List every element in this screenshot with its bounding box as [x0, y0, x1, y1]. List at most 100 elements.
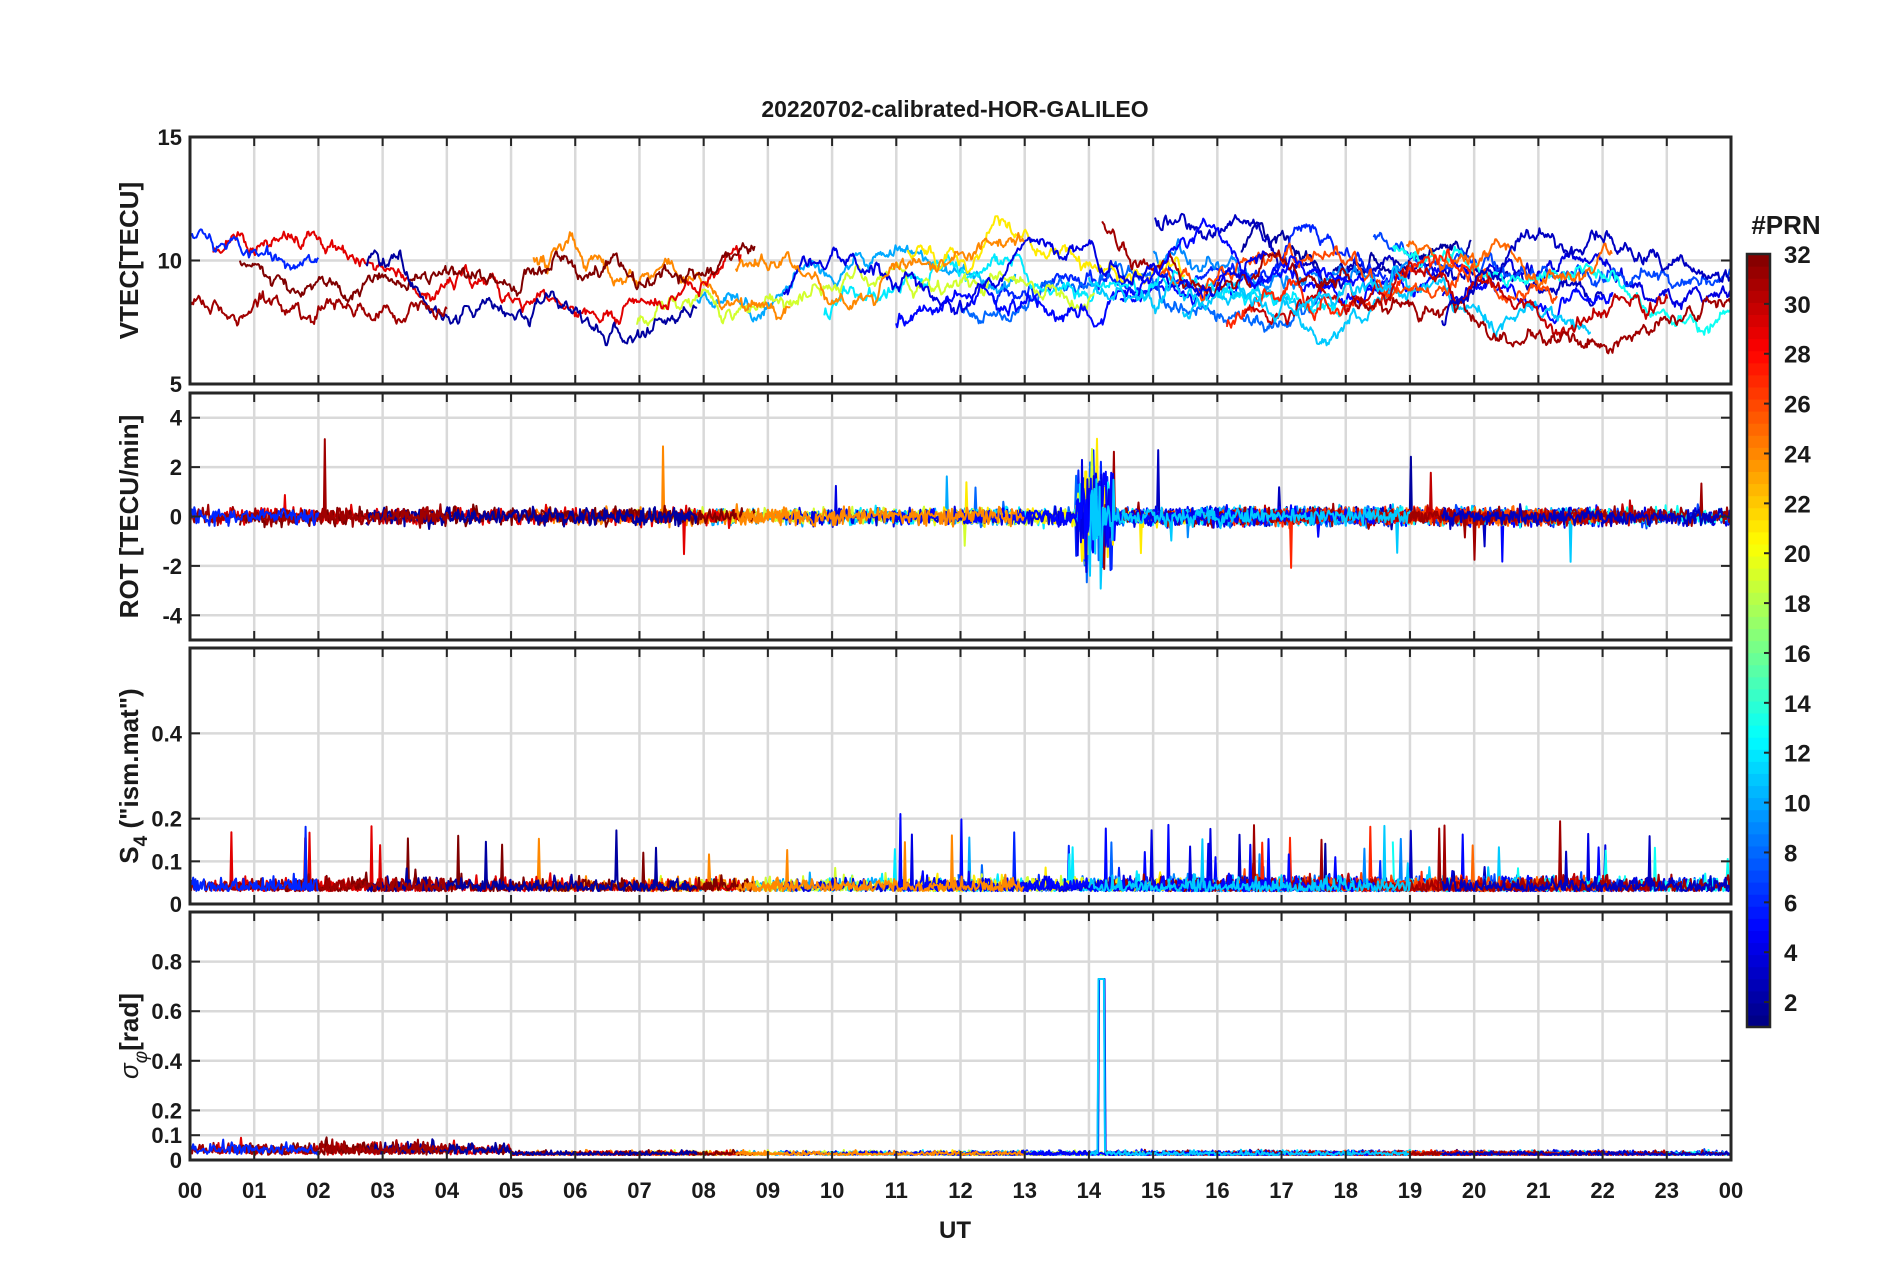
prn-trace — [782, 236, 1268, 316]
colorbar-swatch — [1747, 398, 1770, 412]
x-tick-label: 12 — [948, 1178, 972, 1203]
colorbar-swatch — [1747, 314, 1770, 328]
prn-trace — [1441, 251, 1732, 311]
prn-trace — [636, 262, 1096, 327]
prn-trace — [1441, 835, 1732, 893]
rot-ylabel: ROT [TECU/min] — [114, 415, 144, 619]
colorbar-swatch — [1747, 374, 1770, 388]
colorbar-tick-label: 8 — [1784, 840, 1797, 867]
s4-series — [189, 813, 1732, 893]
x-tick-label: 10 — [820, 1178, 844, 1203]
prn-trace — [1087, 838, 1411, 893]
colorbar-swatch — [1747, 326, 1770, 340]
prn-trace — [895, 217, 1376, 329]
colorbar-swatch — [1747, 362, 1770, 376]
colorbar-tick-label: 16 — [1784, 641, 1811, 668]
sigma-phi-ylabel-sub: φ — [131, 1051, 152, 1063]
x-tick-label: 19 — [1398, 1178, 1422, 1203]
colorbar-swatch — [1747, 712, 1770, 726]
prn-trace — [1405, 505, 1613, 528]
prn-trace — [735, 1149, 1024, 1156]
colorbar-swatch — [1747, 700, 1770, 714]
s4-ylabel-rest: ("ism.mat") — [114, 688, 144, 835]
rot-panel: 4 2 0 -2 -4 ROT [TECU/min] — [114, 391, 1733, 642]
colorbar-swatch — [1747, 495, 1770, 509]
colorbar-tick-label: 28 — [1784, 342, 1811, 369]
y-tick-label: 10 — [158, 249, 182, 274]
colorbar-tick-label: 12 — [1784, 741, 1811, 768]
colorbar-tick-label: 24 — [1784, 441, 1811, 468]
colorbar-swatch — [1747, 628, 1770, 642]
colorbar-swatch — [1747, 447, 1770, 460]
x-tick-label: 11 — [885, 1178, 908, 1203]
axes-box — [188, 646, 1733, 906]
colorbar-swatch — [1747, 423, 1770, 436]
prn-trace — [734, 503, 1025, 528]
sigma-phi-ylabel-rest: [rad] — [114, 993, 144, 1051]
colorbar-swatch — [1747, 266, 1770, 279]
prn-trace — [1087, 265, 1411, 323]
x-tick-label: 20 — [1462, 1178, 1486, 1203]
y-tick-label: 0.8 — [151, 950, 182, 975]
colorbar-swatch — [1747, 821, 1770, 835]
colorbar-swatch — [1747, 350, 1770, 364]
colorbar-swatch — [1747, 676, 1770, 690]
colorbar: 32 30 28 26 24 22 20 18 16 14 12 10 8 6 4 2 — [1745, 242, 1811, 1029]
y-tick-label: 5 — [170, 372, 182, 397]
prn-trace — [189, 228, 320, 271]
prn-trace — [189, 506, 320, 527]
prn-trace — [238, 242, 756, 303]
colorbar-swatch — [1747, 652, 1770, 666]
colorbar-swatch — [1747, 1002, 1770, 1016]
colorbar-tick-label: 4 — [1784, 940, 1798, 967]
x-axis: 00 01 02 03 04 05 06 07 08 09 10 11 12 13 14 15 16 17 18 19… — [178, 1178, 1743, 1203]
prn-trace — [1441, 503, 1732, 528]
prn-trace — [189, 825, 319, 892]
colorbar-swatch — [1747, 773, 1770, 787]
prn-trace — [189, 836, 447, 893]
y-tick-label: 0 — [170, 892, 182, 917]
s4-panel: 0.4 0.2 0.1 0 S4 ("ism.mat") — [114, 646, 1733, 917]
colorbar-swatch — [1747, 797, 1770, 811]
colorbar-swatch — [1747, 688, 1770, 702]
chart-title: 20220702-calibrated-HOR-GALILEO — [761, 96, 1148, 122]
x-axis-label: UT — [939, 1217, 971, 1244]
prn-trace — [365, 1138, 698, 1156]
colorbar-frame — [1745, 252, 1772, 1029]
x-tick-label: 08 — [691, 1178, 715, 1203]
colorbar-swatch — [1747, 302, 1770, 315]
axes-box — [188, 135, 1733, 386]
y-tick-label: -2 — [162, 554, 182, 579]
sigma-phi-ylabel: σφ[rad] — [114, 993, 152, 1079]
rot-axes: 4 2 0 -2 -4 — [162, 391, 1733, 642]
colorbar-tick-label: 32 — [1784, 242, 1811, 269]
x-tick-label: 01 — [242, 1178, 266, 1203]
colorbar-tick-label: 14 — [1784, 691, 1811, 718]
colorbar-swatch — [1747, 918, 1770, 931]
prn-trace — [823, 253, 1348, 321]
s4-axes: 0.4 0.2 0.1 0 — [151, 646, 1733, 917]
s4-ylabel-sub: 4 — [131, 835, 152, 846]
colorbar-swatch — [1747, 966, 1770, 980]
colorbar-swatch — [1747, 604, 1770, 617]
colorbar-swatch — [1747, 749, 1770, 762]
colorbar-swatch — [1747, 254, 1770, 267]
prn-trace — [212, 230, 742, 325]
colorbar-swatch — [1747, 386, 1770, 400]
colorbar-swatch — [1747, 894, 1770, 907]
prn-trace — [365, 249, 698, 347]
y-tick-label: 0.4 — [151, 1049, 182, 1074]
colorbar-swatch — [1747, 833, 1770, 847]
vtec-panel: 5 10 15 VTEC[TECU] — [114, 125, 1733, 397]
prn-trace — [1225, 248, 1472, 329]
prn-trace — [532, 231, 791, 321]
colorbar-tick-label: 2 — [1784, 990, 1797, 1017]
colorbar-swatch — [1747, 869, 1770, 883]
y-tick-label: 0 — [170, 1148, 182, 1173]
colorbar-swatch — [1747, 978, 1770, 992]
y-tick-label: -4 — [162, 603, 182, 628]
colorbar-tick-label: 20 — [1784, 541, 1811, 568]
colorbar-swatch — [1747, 954, 1770, 968]
vtec-series — [189, 212, 1732, 355]
